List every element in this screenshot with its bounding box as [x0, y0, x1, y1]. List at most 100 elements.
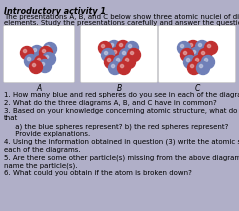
Circle shape: [45, 55, 49, 59]
Circle shape: [196, 41, 208, 54]
Circle shape: [31, 46, 43, 58]
Circle shape: [101, 45, 105, 48]
Circle shape: [103, 35, 116, 47]
Circle shape: [120, 43, 123, 47]
Text: A: A: [36, 84, 42, 93]
Circle shape: [183, 35, 196, 47]
Circle shape: [123, 55, 136, 69]
Text: name the particle(s).: name the particle(s).: [4, 162, 77, 169]
Circle shape: [107, 58, 111, 62]
Circle shape: [104, 55, 118, 69]
Circle shape: [184, 55, 196, 69]
Circle shape: [110, 43, 114, 47]
Text: a) the blue spheres represent? b) the red spheres represent?: a) the blue spheres represent? b) the re…: [4, 123, 228, 130]
Circle shape: [46, 45, 50, 49]
Circle shape: [98, 42, 112, 54]
Circle shape: [122, 51, 126, 55]
Circle shape: [110, 47, 124, 61]
Circle shape: [186, 41, 200, 54]
Circle shape: [190, 43, 193, 47]
Circle shape: [33, 49, 37, 52]
Circle shape: [106, 37, 110, 41]
Circle shape: [192, 55, 206, 69]
Circle shape: [38, 58, 41, 62]
Circle shape: [201, 51, 205, 55]
Circle shape: [114, 55, 126, 69]
Circle shape: [113, 34, 125, 46]
Circle shape: [29, 61, 43, 73]
Text: 5. Are there some other particle(s) missing from the above diagrams? If yes: 5. Are there some other particle(s) miss…: [4, 154, 239, 161]
Circle shape: [29, 41, 33, 45]
Circle shape: [109, 61, 121, 74]
Circle shape: [192, 50, 196, 54]
Circle shape: [201, 55, 214, 69]
Text: B: B: [116, 84, 122, 93]
Circle shape: [205, 42, 217, 54]
Circle shape: [41, 62, 45, 66]
Text: C: C: [194, 84, 200, 93]
Text: Introductory activity 1: Introductory activity 1: [4, 7, 106, 16]
Circle shape: [203, 37, 207, 41]
Circle shape: [178, 42, 190, 54]
Circle shape: [183, 51, 187, 55]
Circle shape: [190, 64, 194, 68]
Circle shape: [198, 43, 202, 47]
Circle shape: [190, 47, 202, 61]
Circle shape: [23, 49, 27, 53]
Circle shape: [111, 64, 115, 68]
Circle shape: [43, 42, 56, 55]
Circle shape: [39, 41, 43, 44]
Circle shape: [38, 60, 51, 73]
Circle shape: [115, 37, 119, 40]
Circle shape: [43, 49, 46, 53]
Circle shape: [120, 49, 132, 61]
Circle shape: [108, 41, 120, 54]
Text: 3. Based on your knowledge concerning atomic structure, what do you think: 3. Based on your knowledge concerning at…: [4, 108, 239, 114]
Circle shape: [127, 49, 141, 61]
Circle shape: [121, 35, 135, 47]
Text: Provide explanations.: Provide explanations.: [4, 131, 90, 137]
Circle shape: [194, 37, 198, 40]
Text: elements. Study the presentations carefully and answer the questions below.: elements. Study the presentations carefu…: [4, 20, 239, 26]
Circle shape: [43, 53, 55, 65]
Circle shape: [180, 45, 184, 48]
Circle shape: [116, 41, 130, 54]
Circle shape: [128, 45, 132, 48]
Circle shape: [37, 38, 49, 50]
Circle shape: [25, 54, 38, 68]
Text: 1. How many blue and red spheres do you see in each of the diagrams above?: 1. How many blue and red spheres do you …: [4, 92, 239, 98]
Circle shape: [201, 35, 213, 47]
Circle shape: [114, 50, 117, 54]
Circle shape: [199, 64, 203, 68]
FancyBboxPatch shape: [4, 26, 75, 83]
Circle shape: [39, 46, 53, 60]
FancyBboxPatch shape: [81, 26, 158, 83]
Text: 6. What could you obtain if the atom is broken down?: 6. What could you obtain if the atom is …: [4, 170, 192, 176]
Circle shape: [125, 42, 138, 54]
Circle shape: [120, 64, 124, 68]
Circle shape: [199, 49, 212, 61]
FancyBboxPatch shape: [158, 26, 235, 83]
Circle shape: [207, 45, 211, 48]
Circle shape: [33, 64, 36, 67]
Circle shape: [27, 38, 39, 51]
Text: The presentations A, B, and C below show three atomic nuclei of different: The presentations A, B, and C below show…: [4, 14, 239, 20]
Circle shape: [125, 58, 129, 62]
Circle shape: [102, 49, 114, 61]
Circle shape: [204, 58, 208, 62]
Circle shape: [125, 37, 128, 41]
Circle shape: [188, 61, 201, 74]
Circle shape: [185, 37, 189, 41]
Text: each of the diagrams.: each of the diagrams.: [4, 147, 81, 153]
Circle shape: [180, 49, 194, 61]
Circle shape: [186, 58, 190, 62]
Text: 4. Using the information obtained in question (3) write the atomic symbol for: 4. Using the information obtained in que…: [4, 139, 239, 145]
Text: 2. What do the three diagrams A, B, and C have in common?: 2. What do the three diagrams A, B, and …: [4, 100, 217, 106]
Circle shape: [196, 61, 210, 74]
Circle shape: [196, 58, 199, 62]
Circle shape: [118, 61, 130, 74]
Circle shape: [116, 58, 120, 62]
Circle shape: [191, 34, 205, 46]
Circle shape: [21, 46, 33, 60]
Text: that: that: [4, 115, 18, 121]
